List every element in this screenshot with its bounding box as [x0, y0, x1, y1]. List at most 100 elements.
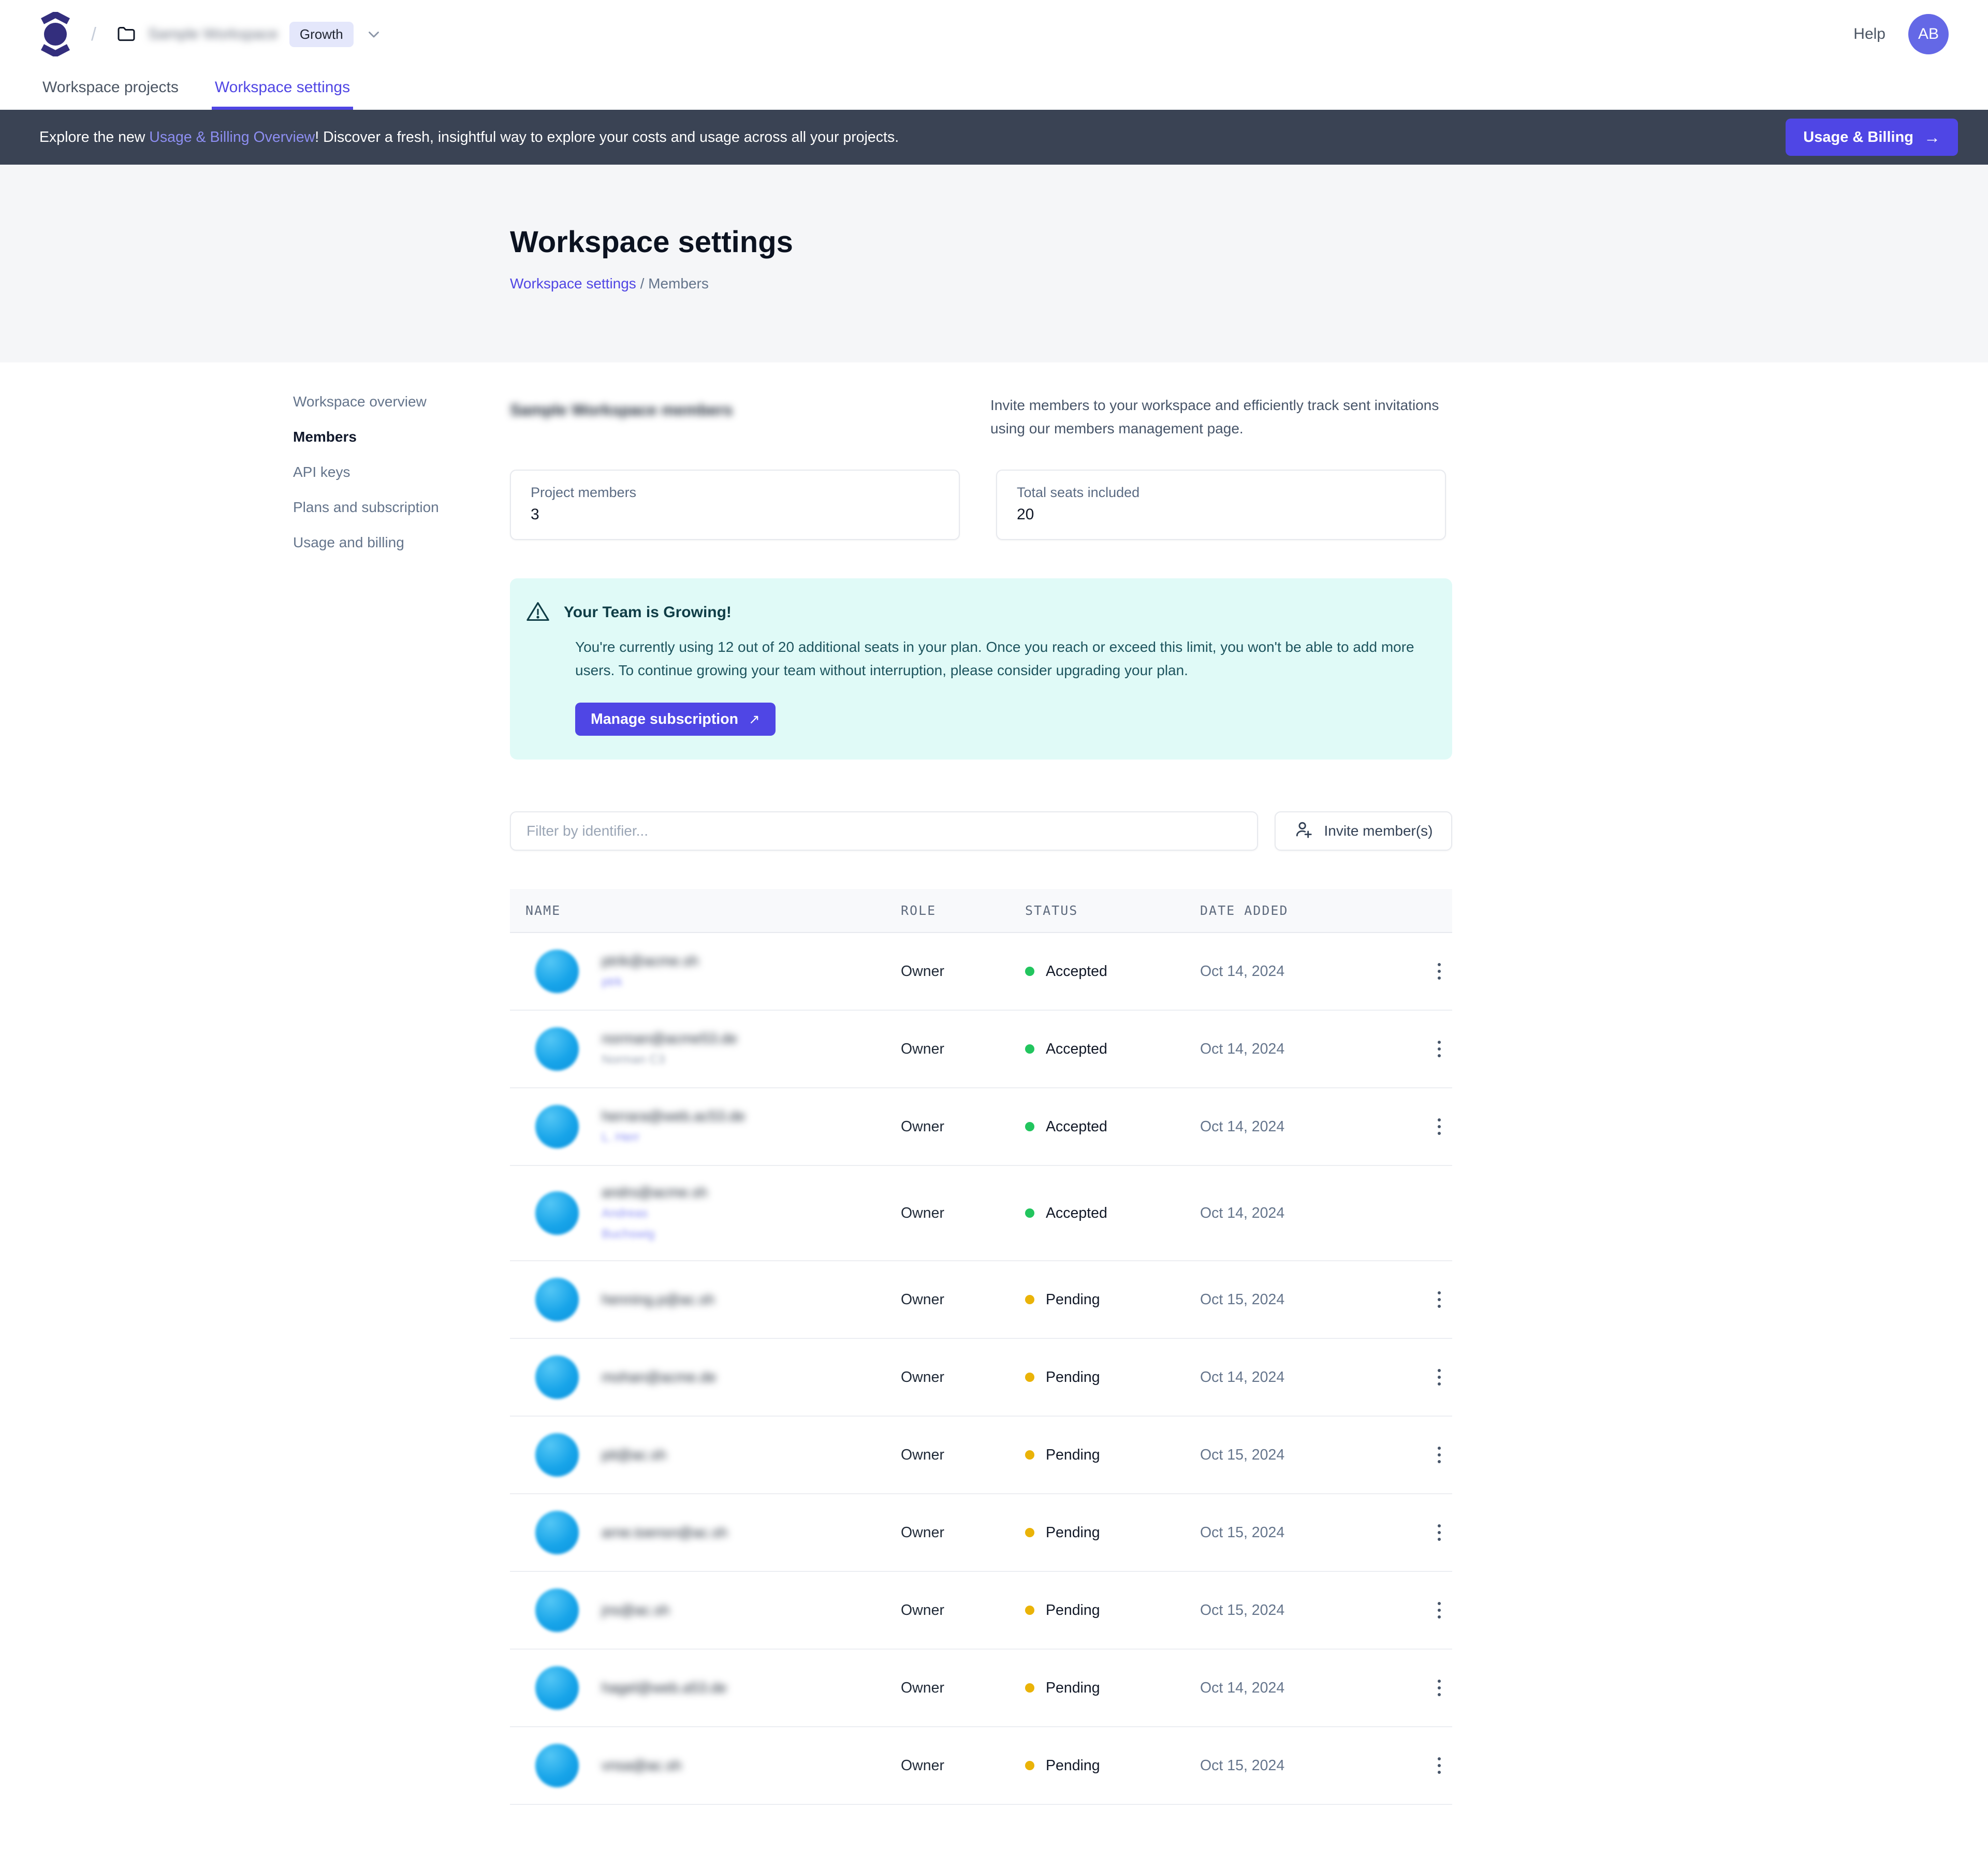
member-role: Owner — [901, 1524, 944, 1541]
status-label: Pending — [1046, 1679, 1100, 1696]
member-date-added: Oct 14, 2024 — [1200, 963, 1285, 980]
invite-members-button[interactable]: Invite member(s) — [1275, 811, 1452, 851]
kebab-menu-icon[interactable] — [1426, 1364, 1452, 1391]
alert-title: Your Team is Growing! — [564, 604, 732, 621]
banner-usage-billing-link[interactable]: Usage & Billing Overview — [149, 128, 315, 145]
alert-body: You're currently using 12 out of 20 addi… — [575, 638, 1414, 678]
tab-workspace-projects[interactable]: Workspace projects — [42, 79, 179, 96]
member-email: norman@acme53.de — [602, 1030, 737, 1047]
member-row: vnsa@ac.sh Owner Pending Oct 15, 2024 — [510, 1727, 1452, 1805]
person-plus-icon — [1294, 820, 1313, 843]
kebab-menu-icon[interactable] — [1426, 1113, 1452, 1140]
member-status: Accepted — [1025, 1205, 1200, 1222]
manage-subscription-button[interactable]: Manage subscription ↗ — [575, 703, 776, 736]
sidenav-item-workspace-overview[interactable]: Workspace overview — [293, 393, 427, 410]
status-label: Accepted — [1046, 1204, 1107, 1221]
member-avatar — [535, 1744, 579, 1788]
workspace-switcher[interactable]: Sample Workspace Growth — [116, 21, 383, 47]
member-row: norman@acme53.de Norman C3 Owner Accepted… — [510, 1011, 1452, 1089]
status-dot-icon — [1025, 1295, 1034, 1305]
member-actions — [1426, 1036, 1452, 1062]
member-avatar — [535, 1666, 579, 1710]
sidenav-item-api-keys[interactable]: API keys — [293, 464, 350, 480]
status-dot-icon — [1025, 967, 1034, 976]
member-actions — [1426, 1286, 1452, 1313]
sidenav-item-usage-billing[interactable]: Usage and billing — [293, 534, 404, 550]
tab-workspace-settings[interactable]: Workspace settings — [211, 68, 354, 110]
member-avatar — [535, 1511, 579, 1555]
filter-input[interactable] — [510, 811, 1258, 851]
chevron-down-icon — [365, 25, 383, 43]
member-date-added: Oct 14, 2024 — [1200, 1368, 1285, 1386]
member-date-added: Oct 15, 2024 — [1200, 1757, 1285, 1774]
member-actions — [1426, 1364, 1452, 1391]
kebab-menu-icon[interactable] — [1426, 1036, 1452, 1062]
breadcrumb: Workspace settings / Members — [510, 275, 1988, 292]
member-email: arne.toensn@ac.sh — [602, 1524, 728, 1541]
member-actions — [1426, 1674, 1452, 1701]
sidenav-item-members[interactable]: Members — [293, 429, 357, 445]
kebab-menu-icon[interactable] — [1426, 1519, 1452, 1546]
page-header: Workspace settings Workspace settings / … — [0, 165, 1988, 362]
breadcrumb-separator: / — [636, 275, 649, 291]
column-header-role: ROLE — [901, 903, 937, 919]
sidenav-item-plans-subscription[interactable]: Plans and subscription — [293, 499, 439, 515]
status-dot-icon — [1025, 1761, 1034, 1771]
member-avatar — [535, 1105, 579, 1149]
plan-badge: Growth — [289, 21, 354, 47]
member-role: Owner — [901, 1118, 944, 1135]
member-date-added: Oct 14, 2024 — [1200, 1040, 1285, 1057]
member-name-cell: henning.p@ac.sh — [510, 1278, 901, 1322]
usage-billing-button[interactable]: Usage & Billing → — [1786, 119, 1958, 156]
project-members-card: Project members 3 — [510, 469, 960, 540]
status-label: Pending — [1046, 1757, 1100, 1774]
member-actions — [1426, 1441, 1452, 1468]
total-seats-value: 20 — [1017, 505, 1034, 523]
member-date-added: Oct 15, 2024 — [1200, 1446, 1285, 1463]
column-header-name: NAME — [525, 903, 561, 919]
kebab-menu-icon[interactable] — [1426, 958, 1452, 985]
status-label: Pending — [1046, 1601, 1100, 1619]
kebab-menu-icon[interactable] — [1426, 1752, 1452, 1779]
team-growing-alert: Your Team is Growing! You're currently u… — [510, 578, 1452, 760]
member-row: henning.p@ac.sh Owner Pending Oct 15, 20… — [510, 1261, 1452, 1339]
member-row: mohan@acme.de Owner Pending Oct 14, 2024 — [510, 1339, 1452, 1417]
member-name-cell: herrara@web.ac53.de L. Herr — [510, 1105, 901, 1149]
member-secondary-name: L. Herr — [602, 1130, 640, 1145]
status-dot-icon — [1025, 1528, 1034, 1538]
members-table-header: NAME ROLE STATUS DATE ADDED — [510, 889, 1452, 934]
brand-logo-icon[interactable] — [39, 12, 71, 56]
member-role: Owner — [901, 1601, 944, 1619]
status-label: Pending — [1046, 1524, 1100, 1541]
status-label: Accepted — [1046, 1118, 1107, 1135]
banner-message: Explore the new Usage & Billing Overview… — [39, 129, 899, 146]
member-row: andrs@acme.sh Andreas Buchswig Owner Accep… — [510, 1166, 1452, 1262]
kebab-menu-icon[interactable] — [1426, 1674, 1452, 1701]
status-label: Pending — [1046, 1368, 1100, 1386]
status-label: Accepted — [1046, 963, 1107, 980]
invite-members-label: Invite member(s) — [1324, 823, 1433, 839]
member-date-added: Oct 15, 2024 — [1200, 1291, 1285, 1308]
member-avatar — [535, 1027, 579, 1071]
member-status: Accepted — [1025, 1118, 1200, 1135]
member-secondary-name: Buchswig — [602, 1227, 655, 1242]
kebab-menu-icon[interactable] — [1426, 1286, 1452, 1313]
member-avatar — [535, 1588, 579, 1632]
member-date-added: Oct 14, 2024 — [1200, 1679, 1285, 1696]
help-link[interactable]: Help — [1853, 25, 1885, 42]
external-link-icon: ↗ — [749, 711, 760, 727]
user-avatar[interactable]: AB — [1908, 14, 1949, 54]
usage-billing-button-label: Usage & Billing — [1803, 128, 1913, 145]
breadcrumb-separator: / — [91, 23, 97, 45]
kebab-menu-icon[interactable] — [1426, 1441, 1452, 1468]
kebab-menu-icon[interactable] — [1426, 1597, 1452, 1624]
member-email: pit@ac.sh — [602, 1447, 666, 1463]
page-title: Workspace settings — [510, 225, 793, 259]
member-status: Pending — [1025, 1369, 1200, 1386]
member-avatar — [535, 1433, 579, 1477]
member-actions — [1426, 1597, 1452, 1624]
breadcrumb-workspace-settings-link[interactable]: Workspace settings — [510, 275, 636, 291]
member-secondary-name: Andreas — [602, 1206, 648, 1221]
status-dot-icon — [1025, 1122, 1034, 1132]
project-members-label: Project members — [531, 484, 637, 500]
